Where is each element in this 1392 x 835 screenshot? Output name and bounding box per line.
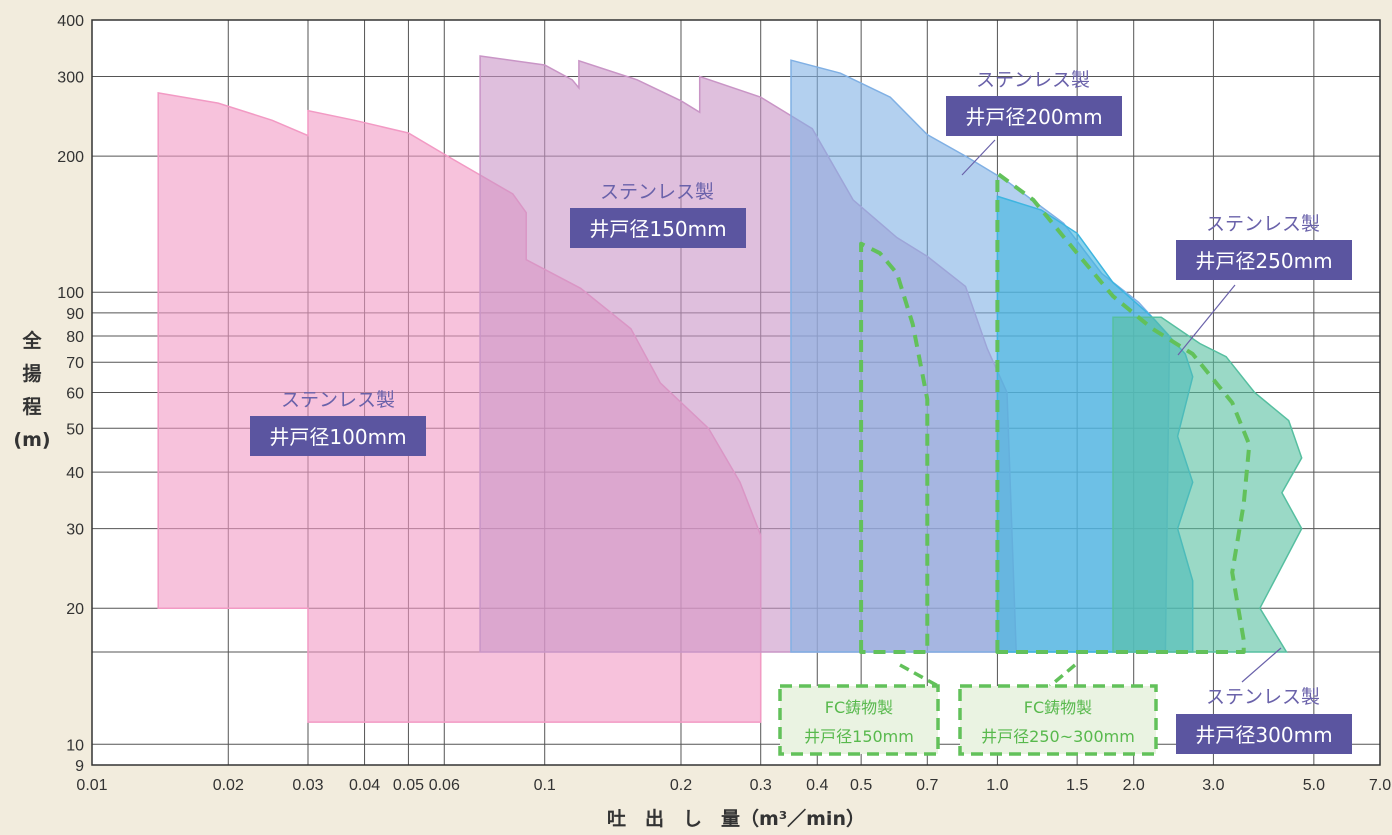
leader-line [1241, 647, 1282, 683]
series-material-label: ステンレス製 [1206, 213, 1320, 235]
fc-material-label: FC鋳物製 [825, 698, 893, 717]
y-axis-char: 全 [21, 329, 42, 352]
series-material-label: ステンレス製 [281, 389, 395, 411]
y-axis-unit: (m) [13, 429, 50, 451]
series-labels: ステンレス製井戸径100mmステンレス製井戸径150mmステンレス製井戸径200… [250, 69, 1352, 756]
series-material-label: ステンレス製 [600, 181, 714, 203]
y-tick-label: 300 [57, 69, 84, 86]
series-name-label: 井戸径150mm [589, 217, 726, 241]
x-axis-title: 吐 出 し 量（m³／min） [607, 807, 865, 830]
y-tick-label: 60 [66, 386, 84, 403]
series-name-label: 井戸径250mm [1195, 249, 1332, 273]
fc-leader-line [1048, 663, 1077, 688]
series-areas [157, 55, 1303, 723]
x-tick-label: 0.4 [806, 777, 828, 794]
fc-name-label: 井戸径250~300mm [981, 727, 1135, 746]
y-axis-title: 全 揚 程 (m) [13, 329, 50, 451]
series-name-label: 井戸径100mm [269, 425, 406, 449]
fc-regions [859, 171, 1252, 654]
series-name-label: 井戸径300mm [1195, 723, 1332, 747]
y-tick-label: 200 [57, 149, 84, 166]
x-tick-label: 0.2 [670, 777, 692, 794]
fc-label-box [778, 684, 940, 756]
leader-line [961, 139, 996, 176]
fc-name-label: 井戸径150mm [804, 727, 914, 746]
fc-leader-line [899, 663, 939, 688]
series-area-s300 [1112, 316, 1303, 653]
x-tick-label: 1.0 [986, 777, 1008, 794]
x-tick-label: 2.0 [1123, 777, 1145, 794]
x-tick-label: 0.06 [429, 777, 460, 794]
plot-frame [91, 19, 1381, 766]
x-tick-label: 0.5 [850, 777, 872, 794]
y-tick-label: 70 [66, 355, 84, 372]
y-tick-label: 30 [66, 522, 84, 539]
x-tick-label: 5.0 [1303, 777, 1325, 794]
x-tick-label: 0.1 [534, 777, 556, 794]
y-tick-labels: 9 10 20 30 40 50 60 70 80 90 100 200 300 400 [57, 13, 84, 775]
x-tick-label: 0.3 [750, 777, 772, 794]
fc-region-fc150 [859, 241, 930, 654]
series-label-box [1176, 240, 1352, 280]
y-tick-label: 100 [57, 285, 84, 302]
y-tick-label: 80 [66, 329, 84, 346]
x-tick-labels: 0.01 0.02 0.03 0.04 0.05 0.06 0.1 0.2 0.3 0.4 0.5 0… [76, 777, 1391, 794]
x-tick-label: 1.5 [1066, 777, 1088, 794]
series-label-box [946, 96, 1122, 136]
y-tick-label: 400 [57, 13, 84, 30]
fc-region-fc250 [995, 171, 1252, 654]
x-tick-label: 0.05 [393, 777, 424, 794]
x-tick-label: 7.0 [1369, 777, 1391, 794]
y-axis-char: 程 [22, 396, 41, 418]
x-tick-label: 0.04 [349, 777, 380, 794]
y-tick-label: 20 [66, 601, 84, 618]
y-tick-label: 9 [75, 758, 84, 775]
series-label-box [570, 208, 746, 248]
x-tick-label: 3.0 [1202, 777, 1224, 794]
fc-label-box [958, 684, 1158, 756]
fc-material-label: FC鋳物製 [1024, 698, 1092, 717]
y-tick-label: 10 [66, 737, 84, 754]
series-material-label: ステンレス製 [976, 69, 1090, 91]
y-axis-char: 揚 [22, 362, 41, 385]
series-label-box [1176, 714, 1352, 754]
leader-line [1177, 284, 1236, 356]
x-tick-label: 0.01 [76, 777, 107, 794]
y-tick-label: 40 [66, 465, 84, 482]
series-label-box [250, 416, 426, 456]
x-tick-label: 0.03 [292, 777, 323, 794]
y-tick-label: 50 [66, 421, 84, 438]
x-tick-label: 0.7 [916, 777, 938, 794]
series-name-label: 井戸径200mm [965, 105, 1102, 129]
x-tick-label: 0.02 [213, 777, 244, 794]
series-material-label: ステンレス製 [1206, 686, 1320, 708]
y-tick-label: 90 [66, 306, 84, 323]
